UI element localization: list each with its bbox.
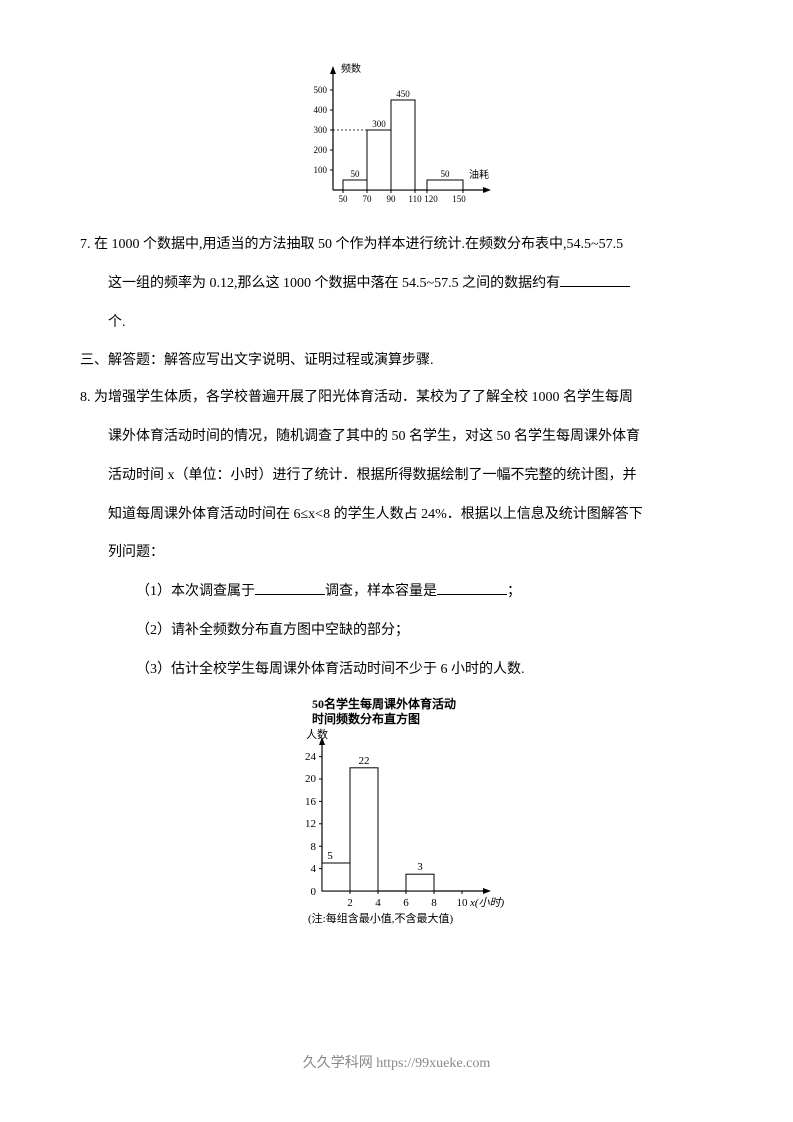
svg-text:70: 70 — [362, 194, 372, 204]
chart1-container: 100 200 300 400 500 频数 油耗 50 70 90 110 1… — [80, 60, 713, 210]
chart1: 100 200 300 400 500 频数 油耗 50 70 90 110 1… — [297, 60, 497, 210]
svg-text:500: 500 — [313, 85, 327, 95]
svg-text:8: 8 — [310, 841, 316, 853]
svg-text:120: 120 — [424, 194, 438, 204]
chart2-title1: 50名学生每周课外体育活动 — [312, 696, 456, 711]
q7-blank — [560, 273, 630, 287]
svg-text:150: 150 — [452, 194, 466, 204]
svg-text:6: 6 — [403, 897, 409, 909]
svg-text:5: 5 — [327, 850, 333, 862]
svg-text:300: 300 — [313, 125, 327, 135]
svg-text:90: 90 — [386, 194, 396, 204]
svg-text:8: 8 — [431, 897, 437, 909]
chart2-ylabel: 人数 — [306, 728, 328, 741]
chart2-xlabel: x(小时) — [469, 896, 505, 909]
chart1-svg: 100 200 300 400 500 频数 油耗 50 70 90 110 1… — [297, 60, 497, 210]
q8-sub2: （2）请补全频数分布直方图中空缺的部分； — [80, 616, 713, 647]
svg-text:300: 300 — [372, 119, 386, 129]
q8-sub1: （1）本次调查属于 调查，样本容量是 ； — [80, 577, 713, 608]
question-7: 7. 在 1000 个数据中,用适当的方法抽取 50 个作为样本进行统计.在频数… — [80, 230, 713, 261]
svg-text:16: 16 — [305, 796, 317, 808]
svg-text:200: 200 — [313, 145, 327, 155]
section3-title: 三、解答题：解答应写出文字说明、证明过程或演算步骤. — [80, 346, 713, 377]
svg-text:0: 0 — [310, 886, 316, 898]
q8-number: 8. — [80, 390, 91, 405]
q8-sub3: （3）估计全校学生每周课外体育活动时间不少于 6 小时的人数. — [80, 655, 713, 686]
q8-line4: 知道每周课外体育活动时间在 6≤x<8 的学生人数占 24%．根据以上信息及统计… — [80, 500, 713, 531]
chart2-container: 50名学生每周课外体育活动 时间频数分布直方图 人数 0 4 8 12 16 2… — [80, 696, 713, 926]
svg-text:20: 20 — [305, 773, 317, 785]
chart2: 50名学生每周课外体育活动 时间频数分布直方图 人数 0 4 8 12 16 2… — [282, 696, 512, 926]
question-8: 8. 为增强学生体质，各学校普遍开展了阳光体育活动．某校为了了解全校 1000 … — [80, 383, 713, 414]
svg-text:100: 100 — [313, 165, 327, 175]
q8-line3: 活动时间 x（单位：小时）进行了统计．根据所得数据绘制了一幅不完整的统计图，并 — [80, 461, 713, 492]
q8-sub1-blank1 — [255, 581, 325, 595]
page-footer: 久久学科网 https://99xueke.com — [0, 1052, 793, 1072]
svg-text:24: 24 — [305, 751, 317, 763]
svg-text:12: 12 — [305, 818, 316, 830]
chart2-note: (注:每组含最小值,不含最大值) — [308, 911, 453, 925]
chart1-ylabel: 频数 — [341, 62, 361, 75]
svg-text:3: 3 — [417, 861, 423, 873]
chart1-xlabel: 油耗 — [469, 168, 489, 181]
q8-text-p1: 为增强学生体质，各学校普遍开展了阳光体育活动．某校为了了解全校 1000 名学生… — [94, 390, 633, 405]
q7-line3: 个. — [80, 308, 713, 339]
svg-text:450: 450 — [396, 89, 410, 99]
svg-text:10: 10 — [456, 897, 468, 909]
svg-text:400: 400 — [313, 105, 327, 115]
q7-line2: 这一组的频率为 0.12,那么这 1000 个数据中落在 54.5~57.5 之… — [80, 269, 713, 300]
chart2-svg: 50名学生每周课外体育活动 时间频数分布直方图 人数 0 4 8 12 16 2… — [282, 696, 512, 926]
svg-text:50: 50 — [440, 169, 450, 179]
q7-text-p3: 个. — [108, 315, 126, 330]
svg-text:50: 50 — [338, 194, 348, 204]
q7-text-p1: 在 1000 个数据中,用适当的方法抽取 50 个作为样本进行统计.在频数分布表… — [94, 237, 623, 252]
svg-text:50: 50 — [350, 169, 360, 179]
svg-text:110: 110 — [408, 194, 422, 204]
svg-text:4: 4 — [375, 897, 381, 909]
q8-line2: 课外体育活动时间的情况，随机调查了其中的 50 名学生，对这 50 名学生每周课… — [80, 422, 713, 453]
q8-sub1-a: （1）本次调查属于 — [136, 584, 255, 599]
q8-sub1-b: 调查，样本容量是 — [325, 584, 437, 599]
svg-text:4: 4 — [310, 863, 316, 875]
q7-text-p2: 这一组的频率为 0.12,那么这 1000 个数据中落在 54.5~57.5 之… — [108, 276, 560, 291]
q7-number: 7. — [80, 237, 91, 252]
q8-line5: 列问题： — [80, 538, 713, 569]
svg-text:2: 2 — [347, 897, 353, 909]
q8-sub1-blank2 — [437, 581, 507, 595]
q8-sub1-c: ； — [507, 584, 521, 599]
chart2-title2: 时间频数分布直方图 — [312, 711, 420, 726]
svg-text:22: 22 — [358, 755, 369, 767]
